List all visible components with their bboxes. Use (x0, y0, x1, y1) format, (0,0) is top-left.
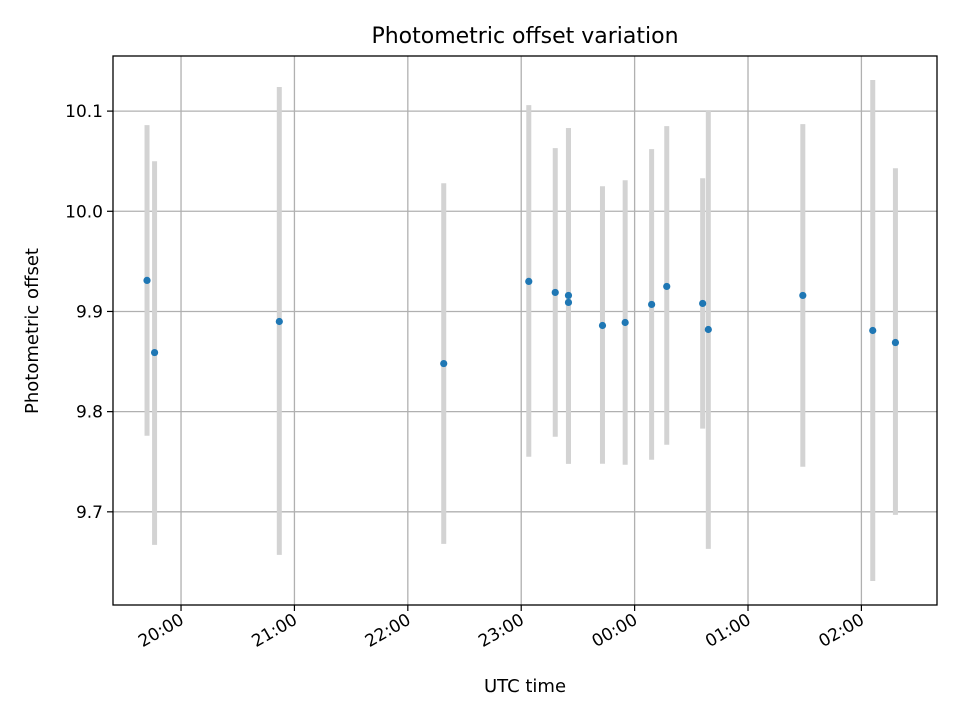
y-tick-label: 10.1 (65, 102, 103, 122)
data-point (799, 291, 807, 300)
data-point (621, 318, 629, 327)
data-point (551, 288, 559, 297)
data-point (699, 299, 707, 308)
data-point (143, 276, 151, 285)
chart-title: Photometric offset variation (371, 24, 678, 49)
data-point (440, 359, 448, 368)
data-point (564, 298, 573, 307)
data-point (150, 348, 159, 357)
x-axis-label: UTC time (484, 676, 566, 697)
grid (113, 56, 937, 605)
y-tick-label: 9.9 (76, 302, 103, 322)
y-tick-label: 10.0 (65, 202, 103, 222)
y-tick-label: 9.7 (76, 503, 103, 523)
data-point (598, 321, 607, 330)
data-point (704, 325, 712, 334)
data-point (648, 300, 656, 309)
y-axis-label: Photometric offset (22, 248, 43, 414)
data-point (525, 277, 533, 286)
y-tick-label: 9.8 (76, 403, 103, 423)
y-axis-ticks: 9.7 9.8 9.9 10.0 10.1 (65, 102, 113, 523)
plot-frame (112, 55, 938, 606)
data-point (663, 282, 671, 291)
data-points (143, 276, 900, 368)
data-point (869, 326, 877, 335)
data-point (564, 291, 573, 300)
data-point (891, 338, 900, 347)
data-point (275, 317, 283, 326)
